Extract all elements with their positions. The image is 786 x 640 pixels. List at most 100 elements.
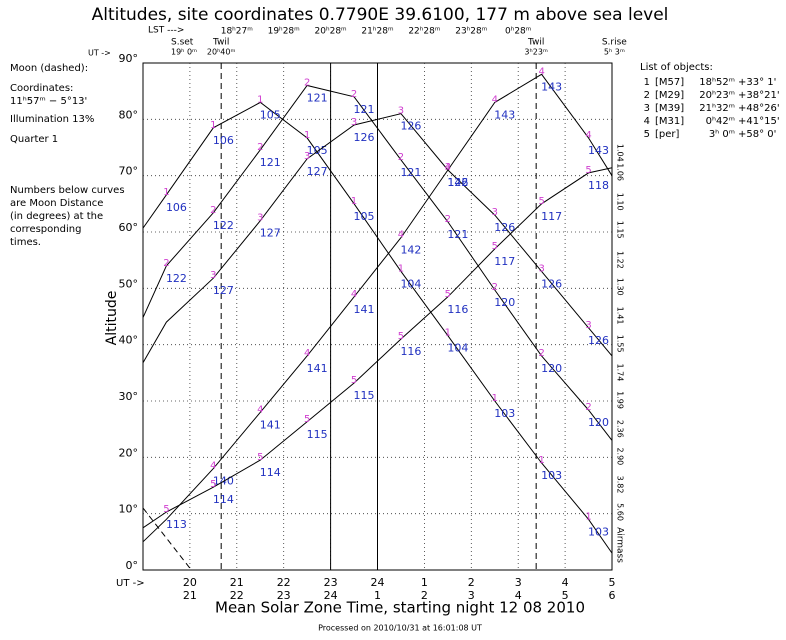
- curve-id-label: 2: [538, 348, 544, 359]
- curve-id-label: 5: [585, 165, 591, 176]
- curve-id-label: 5: [445, 289, 451, 300]
- moon-quarter: Quarter 1: [10, 134, 58, 145]
- moon-distance-label: 121: [307, 92, 328, 105]
- legend-ra: 3ʰ 0ᵐ: [709, 129, 735, 140]
- note-line: corresponding: [10, 224, 81, 235]
- curve-id-label: 1: [585, 511, 591, 522]
- y-tick-label: 80°: [119, 108, 139, 121]
- event-time: 20ʰ40ᵐ: [207, 48, 236, 57]
- event-name: Twil: [212, 38, 229, 48]
- moon-distance-label: 141: [307, 362, 328, 375]
- moon-distance-label: 143: [541, 80, 562, 93]
- curve-id-label: 4: [304, 348, 310, 359]
- moon-distance-label: 143: [494, 108, 515, 121]
- moon-distance-label: 120: [494, 296, 515, 309]
- curve-id-label: 2: [585, 402, 591, 413]
- moon-distance-label: 127: [260, 227, 281, 240]
- x-tick-label-mean-solar: 23: [277, 589, 291, 602]
- legend-dec: +58° 0': [738, 129, 776, 140]
- moon-distance-label: 126: [400, 120, 421, 133]
- note-line: are Moon Distance: [10, 198, 103, 209]
- curve-id-label: 3: [210, 270, 216, 281]
- curve-id-label: 5: [492, 241, 498, 252]
- curve-id-label: 3: [257, 213, 263, 224]
- event-time: 5ʰ 3ᵐ: [604, 48, 625, 57]
- moon-distance-label: 126: [354, 131, 375, 144]
- lst-tick-label: 18ʰ27ᵐ: [221, 27, 254, 37]
- ut-prefix: UT ->: [116, 578, 145, 589]
- x-tick-label-mean-solar: 1: [374, 589, 381, 602]
- x-tick-label: 23: [324, 576, 338, 589]
- moon-distance-label: 116: [400, 345, 421, 358]
- footer: Processed on 2010/10/31 at 16:01:08 UT: [318, 624, 482, 633]
- y2-tick-label: 1.74: [616, 363, 625, 381]
- legend-id: 1: [644, 77, 650, 88]
- curve-id-label: 2: [257, 142, 263, 153]
- moon-distance-label: 127: [213, 284, 234, 297]
- legend-name: [M31]: [655, 116, 684, 127]
- y-tick-label: 30°: [119, 390, 139, 403]
- legend-dec: +33° 1': [738, 77, 776, 88]
- y2-tick-label: 1.99: [616, 391, 625, 409]
- curve-id-label: 3: [398, 106, 404, 117]
- curve-id-label: 4: [538, 66, 544, 77]
- moon-curve: [142, 507, 192, 571]
- x-tick-label: 1: [421, 576, 428, 589]
- curve-id-label: 2: [163, 258, 169, 269]
- curve-id-label: 2: [210, 205, 216, 216]
- moon-distance-label: 126: [588, 334, 609, 347]
- moon-distance-label: 126: [541, 277, 562, 290]
- moon-distance-label: 122: [166, 272, 187, 285]
- legend-name: [M57]: [655, 77, 684, 88]
- x-tick-label: 21: [230, 576, 244, 589]
- moon-distance-label: 121: [260, 156, 281, 169]
- x-tick-label-mean-solar: 21: [183, 589, 197, 602]
- curve-id-label: 2: [445, 214, 451, 225]
- moon-distance-label: 106: [213, 134, 234, 147]
- altitude-curve: [142, 101, 613, 554]
- curve-id-label: 2: [351, 89, 357, 100]
- note-line: (in degrees) at the: [10, 211, 103, 222]
- legend-dec: +41°15': [738, 116, 780, 127]
- legend-id: 4: [644, 116, 650, 127]
- x-tick-label: 20: [183, 576, 197, 589]
- legend-ra: 18ʰ52ᵐ: [699, 77, 735, 88]
- y2-tick-label: 3.82: [616, 476, 625, 494]
- x-tick-label-mean-solar: 6: [609, 589, 616, 602]
- lst-tick-label: 19ʰ28ᵐ: [268, 27, 301, 37]
- legend-name: [M29]: [655, 90, 684, 101]
- event-name: S.set: [171, 38, 194, 48]
- y-axis-title: Altitude: [104, 291, 120, 346]
- y2-tick-label: 5.60: [616, 503, 625, 521]
- x-axis-title: Mean Solar Zone Time, starting night 12 …: [215, 599, 585, 617]
- curve-id-label: 4: [492, 94, 498, 105]
- moon-distance-label: 115: [354, 389, 375, 402]
- curve-id-label: 1: [351, 196, 357, 207]
- event-time: 3ʰ23ᵐ: [524, 48, 548, 57]
- y2-tick-label: 1.06: [616, 163, 625, 181]
- moon-distance-label: 122: [213, 219, 234, 232]
- x-tick-label: 3: [515, 576, 522, 589]
- moon-distance-label: 114: [260, 466, 281, 479]
- moon-coords: 11ʰ57ᵐ − 5°13': [10, 96, 87, 107]
- curve-id-label: 5: [257, 452, 263, 463]
- moon-distance-label: 113: [166, 518, 187, 531]
- curve-id-label: 3: [585, 320, 591, 331]
- curve-id-label: 5: [538, 196, 544, 207]
- moon-distance-label: 121: [400, 166, 421, 179]
- y-tick-label: 10°: [119, 503, 139, 516]
- legend-id: 5: [644, 129, 650, 140]
- curve-id-label: 5: [163, 504, 169, 515]
- y-tick-label: 60°: [119, 221, 139, 234]
- event-time: 19ʰ 0ᵐ: [171, 48, 197, 57]
- moon-distance-label: 117: [494, 255, 515, 268]
- y2-tick-label: 1.55: [616, 335, 625, 353]
- curve-id-label: 1: [210, 120, 216, 131]
- curve-id-label: 3: [445, 162, 451, 173]
- y2-tick-label: 1.15: [616, 221, 625, 239]
- x-tick-label: 5: [609, 576, 616, 589]
- curve-id-label: 2: [398, 152, 404, 163]
- lst-tick-label: 21ʰ28ᵐ: [361, 27, 394, 37]
- x-tick-label-mean-solar: 4: [515, 589, 522, 602]
